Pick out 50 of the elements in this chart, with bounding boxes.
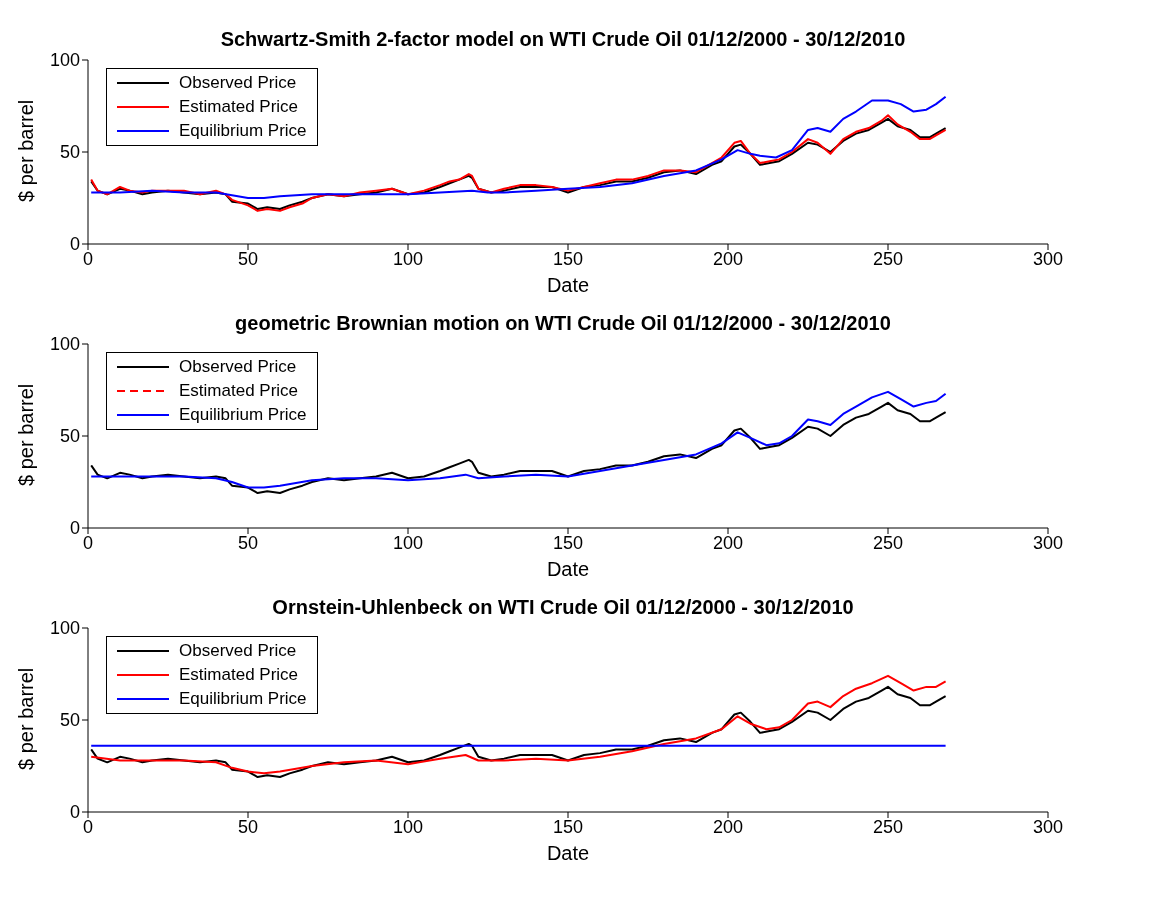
legend-label: Estimated Price [179, 381, 299, 401]
x-tick-label: 250 [872, 532, 904, 553]
x-tick-label: 50 [237, 816, 259, 837]
legend-label: Observed Price [179, 357, 297, 377]
y-tick-label: 50 [59, 142, 80, 163]
x-tick-label: 300 [1032, 248, 1064, 269]
legend-label: Estimated Price [179, 665, 299, 685]
x-tick-label: 0 [82, 248, 94, 269]
x-tick-label: 50 [237, 248, 259, 269]
y-tick-label: 0 [69, 802, 80, 823]
x-tick-label: 250 [872, 816, 904, 837]
legend-label: Observed Price [179, 641, 297, 661]
x-tick-label: 50 [237, 532, 259, 553]
line-series [90, 95, 947, 199]
y-tick-label: 100 [49, 618, 80, 639]
x-tick-label: 100 [392, 532, 424, 553]
y-tick-label: 50 [59, 710, 80, 731]
legend-label: Equilibrium Price [179, 121, 307, 141]
x-tick-label: 150 [552, 532, 584, 553]
x-tick-label: 150 [552, 248, 584, 269]
x-axis-title: Date [546, 558, 590, 580]
line-series [90, 401, 947, 495]
x-tick-label: 0 [82, 816, 94, 837]
legend-label: Observed Price [179, 73, 297, 93]
x-tick-label: 200 [712, 532, 744, 553]
x-tick-label: 250 [872, 248, 904, 269]
chart-title: geometric Brownian motion on WTI Crude Oil 01/12/2000 - 30/12/2010 [234, 312, 892, 336]
y-axis-title: $ per barrel [15, 667, 38, 770]
chart-title: Ornstein-Uhlenbeck on WTI Crude Oil 01/12/2000 - 30/12/2010 [271, 596, 855, 620]
y-axis-title: $ per barrel [15, 99, 38, 202]
x-axis-title: Date [546, 842, 590, 864]
y-axis-title: $ per barrel [15, 383, 38, 486]
y-tick-label: 0 [69, 234, 80, 255]
x-tick-label: 150 [552, 816, 584, 837]
x-tick-label: 300 [1032, 532, 1064, 553]
x-tick-label: 100 [392, 816, 424, 837]
legend-label: Estimated Price [179, 97, 299, 117]
chart-title: Schwartz-Smith 2-factor model on WTI Crude Oil 01/12/2000 - 30/12/2010 [219, 28, 907, 52]
y-tick-label: 0 [69, 518, 80, 539]
y-tick-label: 100 [49, 50, 80, 71]
x-axis-title: Date [546, 274, 590, 296]
x-tick-label: 100 [392, 248, 424, 269]
legend-label: Equilibrium Price [179, 689, 307, 709]
x-tick-label: 200 [712, 816, 744, 837]
x-tick-label: 300 [1032, 816, 1064, 837]
x-tick-label: 200 [712, 248, 744, 269]
legend-label: Equilibrium Price [179, 405, 307, 425]
y-tick-label: 50 [59, 426, 80, 447]
y-tick-label: 100 [49, 334, 80, 355]
x-tick-label: 0 [82, 532, 94, 553]
